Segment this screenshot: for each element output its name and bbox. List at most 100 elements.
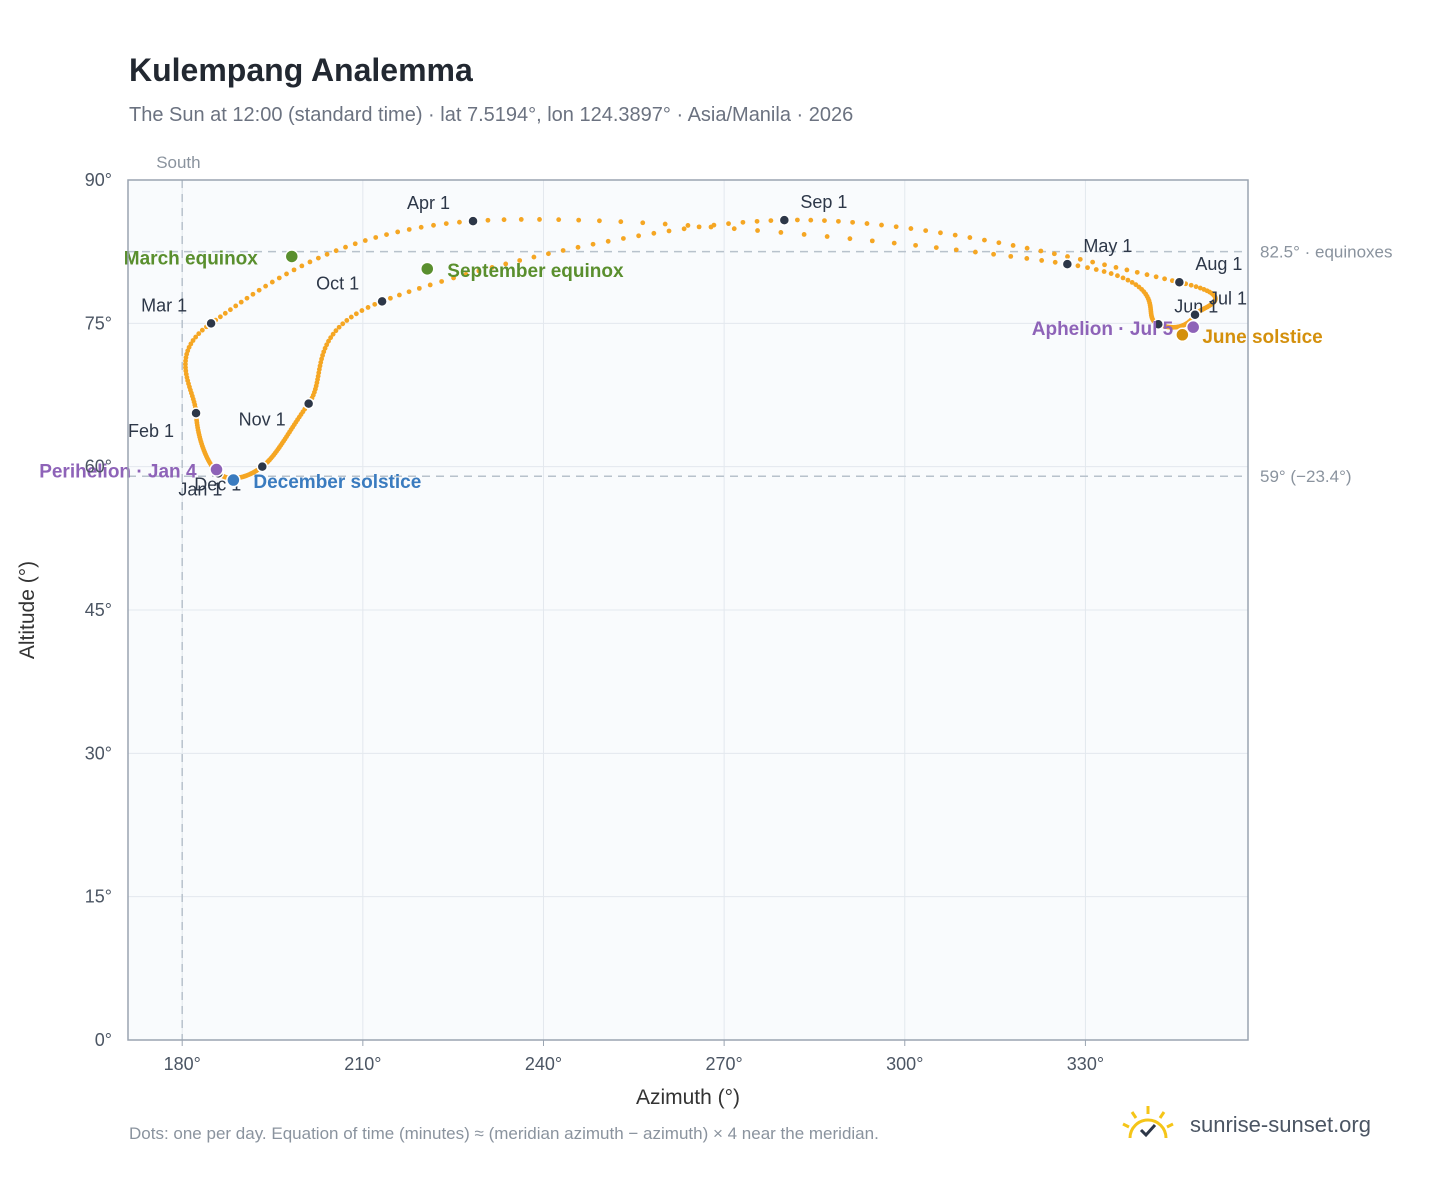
event-label: Perihelion · Jan 4 xyxy=(39,462,197,483)
daily-dot xyxy=(824,234,830,239)
daily-dot xyxy=(836,218,841,224)
daily-dot xyxy=(489,265,495,270)
daily-dot xyxy=(362,238,368,243)
altitude-reference-label: 82.5° · equinoxes xyxy=(1260,243,1393,262)
daily-dot xyxy=(396,292,402,298)
daily-dot xyxy=(560,248,566,253)
daily-dot xyxy=(575,244,581,250)
daily-dot xyxy=(1108,271,1114,276)
daily-dot xyxy=(1129,279,1135,285)
month-marker xyxy=(190,407,202,419)
month-marker xyxy=(778,214,791,226)
month-label: Aug 1 xyxy=(1195,254,1242,274)
daily-dot xyxy=(418,224,424,230)
daily-dot xyxy=(431,222,436,228)
daily-dot xyxy=(284,271,289,277)
daily-dot xyxy=(1125,277,1131,283)
daily-dot xyxy=(982,237,987,243)
event-marker xyxy=(209,462,224,477)
sun-check-icon xyxy=(1122,1106,1174,1139)
brand-name: sunrise-sunset.org xyxy=(1190,1112,1371,1137)
daily-dot xyxy=(372,301,378,307)
y-axis-label: Altitude (°) xyxy=(16,561,39,659)
daily-dot xyxy=(1169,278,1175,284)
daily-dot xyxy=(1052,259,1058,265)
daily-dot xyxy=(1075,263,1081,269)
daily-dot xyxy=(291,267,297,273)
daily-dot xyxy=(190,338,196,343)
event-label: June solstice xyxy=(1202,327,1322,348)
daily-dot xyxy=(387,295,393,301)
daily-dot xyxy=(340,321,346,327)
y-tick-label: 60° xyxy=(85,457,112,477)
daily-dot xyxy=(755,228,760,233)
daily-dot xyxy=(1090,259,1096,265)
daily-dot xyxy=(726,221,731,227)
daily-dot xyxy=(359,308,365,313)
daily-dot xyxy=(893,224,899,230)
x-tick-label: 180° xyxy=(164,1054,201,1074)
daily-dot xyxy=(330,331,336,337)
daily-dot xyxy=(269,279,275,285)
daily-dot xyxy=(299,263,305,269)
daily-dot xyxy=(1162,276,1167,282)
daily-dot xyxy=(662,221,668,227)
daily-dot xyxy=(938,230,943,236)
daily-dot xyxy=(427,282,433,288)
daily-dot xyxy=(864,221,870,226)
daily-dot xyxy=(365,305,371,310)
month-marker xyxy=(205,317,217,330)
daily-dot xyxy=(250,291,256,297)
event-marker xyxy=(1175,327,1190,343)
daily-dot xyxy=(1153,274,1159,280)
daily-dot xyxy=(406,227,412,232)
daily-dot xyxy=(263,283,269,289)
daily-dot xyxy=(344,318,350,323)
daily-dot xyxy=(822,218,827,224)
daily-dot xyxy=(711,222,717,228)
daily-dot xyxy=(952,232,958,238)
month-label: Jul 1 xyxy=(1209,289,1247,309)
daily-dot xyxy=(256,287,262,293)
event-label: September equinox xyxy=(447,261,624,282)
event-markers: March equinox September equinox December s… xyxy=(39,248,1323,493)
daily-dot xyxy=(576,217,582,223)
daily-dot xyxy=(315,255,321,261)
daily-dot xyxy=(395,229,401,235)
daily-dot xyxy=(463,272,469,277)
daily-dot xyxy=(967,235,973,240)
event-label: December solstice xyxy=(253,472,421,493)
daily-dot xyxy=(1024,256,1030,261)
daily-dot xyxy=(244,295,250,301)
daily-dot xyxy=(518,217,524,222)
daily-dot xyxy=(556,217,562,223)
south-label: South xyxy=(156,153,200,172)
brand[interactable]: sunrise-sunset.org xyxy=(1120,1102,1410,1148)
daily-dot xyxy=(217,314,223,320)
daily-dot xyxy=(307,259,313,265)
daily-dot xyxy=(1039,258,1045,263)
daily-dot xyxy=(1201,287,1207,292)
daily-dot xyxy=(605,238,611,244)
month-label: Jan 1 xyxy=(178,479,222,499)
daily-dot xyxy=(597,218,602,224)
daily-dot xyxy=(1134,269,1140,275)
daily-dot xyxy=(1085,265,1090,271)
y-tick-label: 15° xyxy=(85,887,112,907)
daily-dot xyxy=(485,217,491,223)
daily-dot xyxy=(850,219,856,225)
daily-dot xyxy=(913,242,918,248)
reference-lines: South 82.5° · equinoxes 59° (−23.4°) xyxy=(128,153,1393,1040)
daily-dot xyxy=(1120,275,1126,281)
daily-dot xyxy=(1101,269,1107,274)
daily-dot xyxy=(618,219,624,225)
x-tick-label: 210° xyxy=(344,1054,381,1074)
daily-dot xyxy=(808,217,814,223)
daily-dot xyxy=(740,219,746,225)
daily-dot xyxy=(847,236,853,242)
month-marker xyxy=(1152,318,1165,331)
daily-dot xyxy=(353,311,359,317)
daily-dot xyxy=(196,331,202,337)
x-tick-label: 300° xyxy=(886,1054,923,1074)
